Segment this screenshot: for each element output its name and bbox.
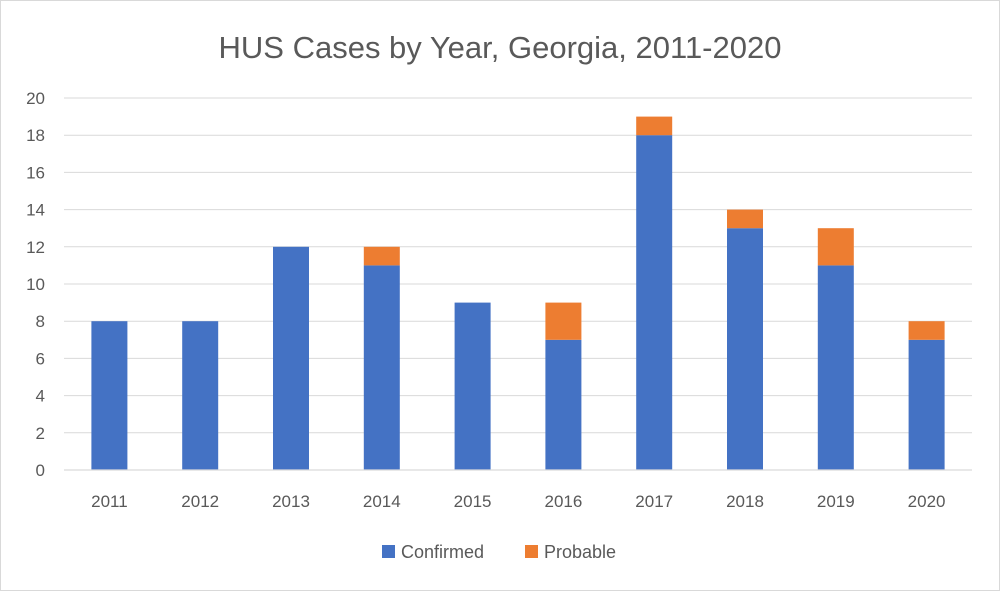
bar-confirmed-2013 bbox=[273, 247, 309, 470]
y-tick-label: 20 bbox=[26, 89, 45, 108]
x-tick-label: 2012 bbox=[181, 492, 219, 511]
bars-layer bbox=[91, 117, 944, 470]
x-tick-label: 2016 bbox=[544, 492, 582, 511]
x-tick-label: 2019 bbox=[817, 492, 855, 511]
chart-title: HUS Cases by Year, Georgia, 2011-2020 bbox=[219, 30, 782, 65]
y-tick-label: 8 bbox=[36, 312, 45, 331]
y-tick-label: 2 bbox=[36, 424, 45, 443]
x-tick-label: 2011 bbox=[91, 492, 128, 511]
legend-label-confirmed: Confirmed bbox=[401, 542, 484, 562]
y-tick-label: 4 bbox=[36, 387, 45, 406]
bar-probable-2014 bbox=[364, 247, 400, 266]
y-tick-label: 0 bbox=[36, 461, 45, 480]
x-tick-label: 2014 bbox=[363, 492, 401, 511]
x-tick-label: 2015 bbox=[454, 492, 492, 511]
x-tick-label: 2018 bbox=[726, 492, 764, 511]
bar-confirmed-2018 bbox=[727, 228, 763, 470]
bar-probable-2017 bbox=[636, 117, 672, 136]
bar-confirmed-2012 bbox=[182, 321, 218, 470]
bar-probable-2016 bbox=[545, 303, 581, 340]
bar-confirmed-2017 bbox=[636, 135, 672, 470]
bar-probable-2020 bbox=[909, 321, 945, 340]
x-tick-label: 2020 bbox=[908, 492, 946, 511]
bar-confirmed-2016 bbox=[545, 340, 581, 470]
y-tick-label: 14 bbox=[26, 201, 45, 220]
bar-probable-2018 bbox=[727, 210, 763, 229]
bar-confirmed-2015 bbox=[455, 303, 491, 470]
bar-confirmed-2014 bbox=[364, 265, 400, 470]
y-tick-label: 18 bbox=[26, 126, 45, 145]
y-tick-label: 6 bbox=[36, 349, 45, 368]
bar-confirmed-2019 bbox=[818, 265, 854, 470]
y-tick-label: 16 bbox=[26, 163, 45, 182]
legend-swatch-confirmed bbox=[382, 545, 395, 558]
bar-confirmed-2020 bbox=[909, 340, 945, 470]
legend-label-probable: Probable bbox=[544, 542, 616, 562]
legend-swatch-probable bbox=[525, 545, 538, 558]
bar-probable-2019 bbox=[818, 228, 854, 265]
y-tick-label: 10 bbox=[26, 275, 45, 294]
y-tick-label: 12 bbox=[26, 238, 45, 257]
bar-confirmed-2011 bbox=[91, 321, 127, 470]
legend: Confirmed Probable bbox=[382, 542, 616, 562]
x-tick-label: 2017 bbox=[635, 492, 673, 511]
x-tick-label: 2013 bbox=[272, 492, 310, 511]
